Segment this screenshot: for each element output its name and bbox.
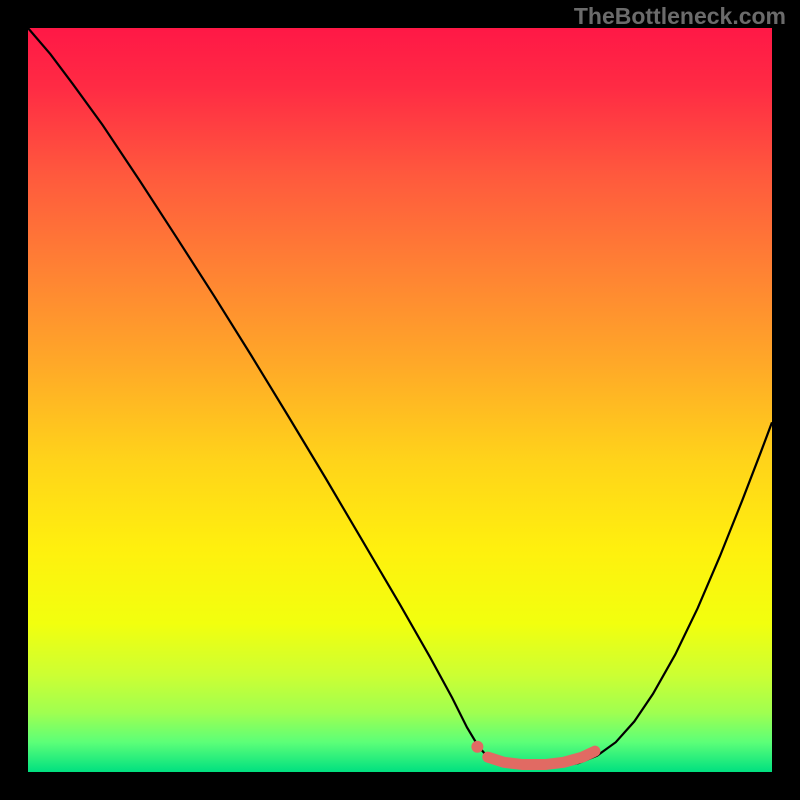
plot-area — [28, 28, 772, 772]
curve-layer — [28, 28, 772, 772]
highlight-segment — [488, 751, 595, 764]
marker-dot — [471, 741, 483, 753]
source-watermark: TheBottleneck.com — [574, 3, 786, 30]
chart-container: TheBottleneck.com — [0, 0, 800, 800]
bottleneck-curve — [28, 28, 772, 768]
